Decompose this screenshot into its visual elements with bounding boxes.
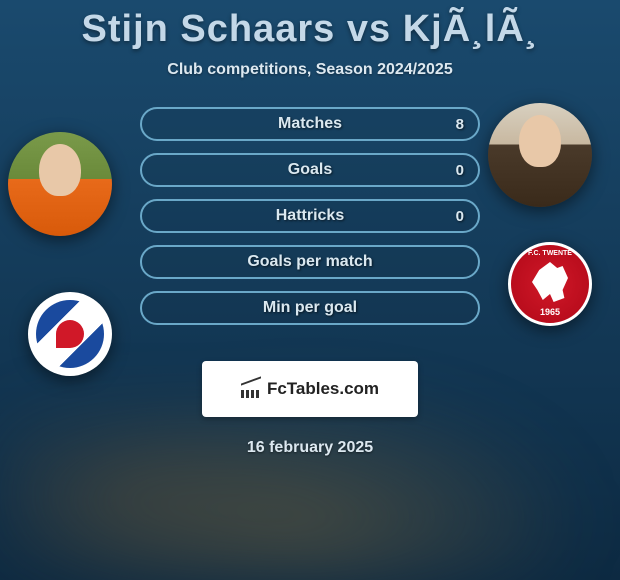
comparison-area: F.C. TWENTE Matches 8 Goals 0 Hattricks … — [0, 107, 620, 325]
subtitle: Club competitions, Season 2024/2025 — [167, 61, 452, 79]
stat-right-value: 0 — [456, 208, 464, 225]
club-right-name: F.C. TWENTE — [528, 250, 572, 257]
stat-row-goals-per-match: Goals per match — [140, 245, 480, 279]
date-text: 16 february 2025 — [247, 439, 373, 457]
stat-label: Hattricks — [276, 207, 344, 225]
stat-label: Min per goal — [263, 299, 357, 317]
stat-right-value: 8 — [456, 116, 464, 133]
stat-row-min-per-goal: Min per goal — [140, 291, 480, 325]
stat-label: Goals per match — [247, 253, 372, 271]
stats-list: Matches 8 Goals 0 Hattricks 0 Goals per … — [140, 107, 480, 325]
page-title: Stijn Schaars vs KjÃ¸lÃ¸ — [82, 8, 539, 51]
stat-label: Matches — [278, 115, 342, 133]
stat-label: Goals — [288, 161, 332, 179]
brand-text: FcTables.com — [267, 379, 379, 399]
player-left-avatar — [8, 132, 112, 236]
stat-right-value: 0 — [456, 162, 464, 179]
stat-row-goals: Goals 0 — [140, 153, 480, 187]
brand-box: FcTables.com — [202, 361, 418, 417]
club-left-logo — [28, 292, 112, 376]
chart-icon — [241, 380, 263, 398]
player-right-avatar — [488, 103, 592, 207]
stat-row-hattricks: Hattricks 0 — [140, 199, 480, 233]
stat-row-matches: Matches 8 — [140, 107, 480, 141]
club-right-logo: F.C. TWENTE — [508, 242, 592, 326]
